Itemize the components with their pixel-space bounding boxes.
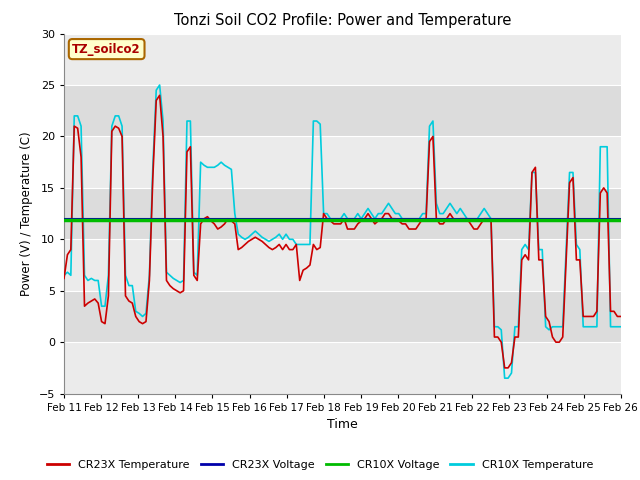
Bar bbox=[64, 85, 621, 136]
Bar bbox=[64, 34, 621, 85]
Bar bbox=[64, 136, 621, 188]
Bar bbox=[64, 240, 621, 291]
Title: Tonzi Soil CO2 Profile: Power and Temperature: Tonzi Soil CO2 Profile: Power and Temper… bbox=[173, 13, 511, 28]
X-axis label: Time: Time bbox=[327, 418, 358, 431]
Bar bbox=[64, 188, 621, 240]
Legend: CR23X Temperature, CR23X Voltage, CR10X Voltage, CR10X Temperature: CR23X Temperature, CR23X Voltage, CR10X … bbox=[43, 456, 597, 474]
Bar bbox=[64, 342, 621, 394]
Text: TZ_soilco2: TZ_soilco2 bbox=[72, 43, 141, 56]
Y-axis label: Power (V) / Temperature (C): Power (V) / Temperature (C) bbox=[20, 132, 33, 296]
Bar bbox=[64, 291, 621, 342]
